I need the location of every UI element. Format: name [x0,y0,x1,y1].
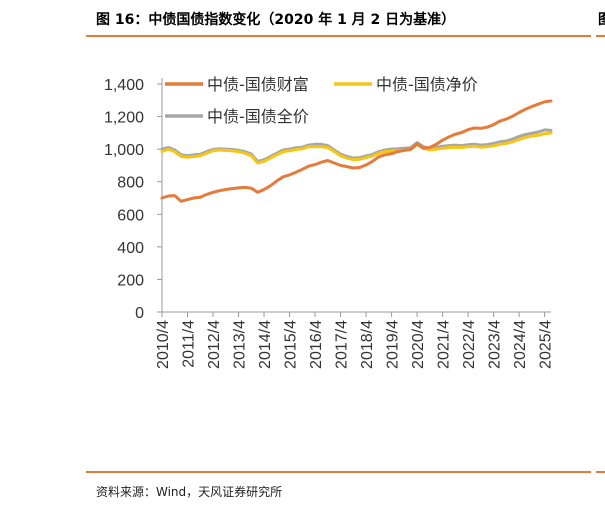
figure-title: 图 16：中债国债指数变化（2020 年 1 月 2 日为基准） [96,12,456,28]
y-tick-label: 200 [117,272,144,289]
x-tick-label: 2024/4 [512,320,529,369]
x-tick-label: 2014/4 [257,320,274,369]
x-tick-label: 2022/4 [461,320,478,369]
series-line-1 [160,99,553,203]
legend-label-1: 中债-国债财富 [207,75,309,94]
x-tick-label: 2023/4 [487,320,504,369]
y-axis: 0 200 400 600 800 1,000 1,200 1,400 [104,77,163,322]
x-tick-label: 2011/4 [181,320,198,368]
y-tick-label: 400 [117,240,144,257]
source-note: 资料来源：Wind，天风证券研究所 [96,485,283,499]
legend-label-2: 中债-国债净价 [376,75,478,94]
x-axis: 2010/4 2011/4 2012/4 2013/4 2014/4 2015/4 2016… [155,311,555,369]
series-line-2 [160,131,553,165]
x-tick-label: 2012/4 [206,320,223,369]
next-source-divider [596,471,605,473]
x-tick-label: 2010/4 [155,320,172,369]
x-tick-label: 2015/4 [283,320,300,369]
y-tick-label: 600 [117,207,144,224]
next-figure-title-fragment: 图 [598,9,605,29]
x-tick-label: 2013/4 [232,320,249,369]
plot-lines [160,99,553,203]
x-tick-label: 2016/4 [308,320,325,369]
next-title-divider [596,35,605,37]
source-divider [86,471,591,473]
x-tick-label: 2021/4 [436,320,453,369]
y-tick-label: 1,000 [104,142,144,159]
x-tick-label: 2018/4 [359,320,376,369]
y-tick-label: 0 [135,305,144,322]
legend-label-3: 中债-国债全价 [207,107,309,126]
title-divider [86,35,591,37]
y-tick-label: 800 [117,175,144,192]
y-tick-label: 1,200 [104,110,144,127]
x-tick-label: 2025/4 [538,320,555,369]
y-tick-label: 1,400 [104,77,144,94]
x-tick-label: 2020/4 [410,320,427,369]
x-tick-label: 2017/4 [334,320,351,369]
x-tick-label: 2019/4 [385,320,402,369]
